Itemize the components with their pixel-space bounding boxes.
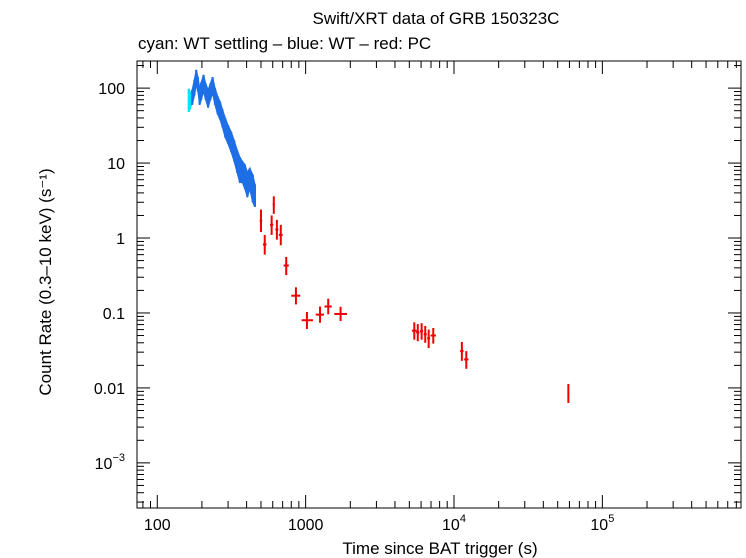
- x-axis-label: Time since BAT trigger (s): [342, 539, 537, 558]
- data-point: [427, 329, 431, 349]
- data-point: [324, 298, 332, 315]
- y-tick-label: 10−3: [95, 452, 125, 473]
- y-tick-label: 0.01: [94, 381, 125, 398]
- x-tick-label: 104: [442, 513, 466, 534]
- series-pc: [259, 196, 570, 403]
- data-point: [420, 323, 424, 340]
- x-tick-label: 100: [144, 517, 171, 534]
- y-tick-label: 10: [107, 156, 125, 173]
- data-point: [269, 215, 274, 235]
- data-point: [315, 306, 325, 323]
- data-point: [411, 322, 417, 340]
- data-point: [259, 209, 263, 233]
- chart-title: Swift/XRT data of GRB 150323C: [313, 9, 560, 28]
- data-point: [278, 224, 283, 246]
- x-tick-label: 105: [590, 513, 614, 534]
- tick-labels: 100 1000 104 105 100 10 1 0.1 0.01 10−3: [94, 81, 614, 534]
- data-point: [416, 324, 420, 342]
- data-point: [460, 341, 464, 361]
- data-point: [301, 312, 313, 330]
- chart-subtitle: cyan: WT settling – blue: WT – red: PC: [138, 34, 431, 53]
- series-wt: [191, 69, 257, 208]
- plot-frame: [136, 60, 742, 509]
- axes: [136, 60, 742, 509]
- data-point: [262, 234, 267, 255]
- data-point: [423, 326, 427, 343]
- data-point: [275, 219, 279, 240]
- data-point: [272, 196, 275, 214]
- data-point: [464, 351, 469, 369]
- data-point: [430, 328, 436, 344]
- y-tick-label: 1: [116, 231, 125, 248]
- x-tick-label: 1000: [288, 517, 324, 534]
- y-tick-label: 100: [98, 81, 125, 98]
- data-point: [283, 256, 289, 276]
- data-point: [567, 383, 570, 403]
- data-series-layer: [187, 69, 570, 403]
- data-point: [334, 306, 347, 322]
- data-point: [291, 287, 301, 305]
- y-tick-label: 0.1: [103, 306, 125, 323]
- y-axis-label: Count Rate (0.3–10 keV) (s⁻¹): [36, 168, 55, 395]
- series-wt-settling: [187, 88, 193, 113]
